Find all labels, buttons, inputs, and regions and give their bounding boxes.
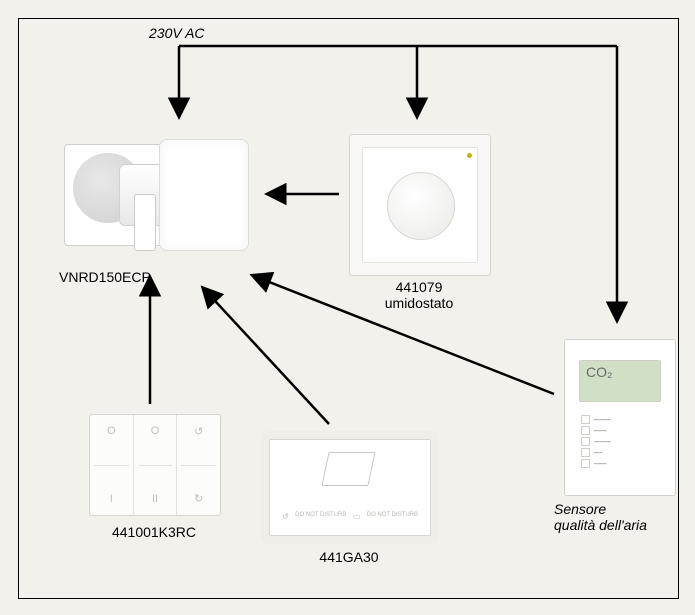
touch-icon-3: ▭ <box>353 512 361 521</box>
device-touch-panel: ↺ DO NOT DISTURB ▭ DO NOT DISTURB <box>269 439 431 536</box>
rocker-3: ↺ ↻ <box>177 415 220 515</box>
humidostat-label: 441079 umidostato <box>359 279 479 311</box>
co2-label-line1: Sensore <box>554 501 606 517</box>
ventilator-remote <box>134 194 156 251</box>
humidostat-label-line1: 441079 <box>396 279 443 295</box>
rocker-1: O I <box>90 415 134 515</box>
touch-card-icon <box>321 452 375 486</box>
ventilator-label: VNRD150ECP <box>59 269 179 285</box>
device-switch-3gang: O I O II ↺ ↻ <box>89 414 221 516</box>
touch-label: 441GA30 <box>269 549 429 565</box>
device-co2-sensor: CO₂ ━━━━ ━━━ ━━━━ ━━ ━━━ <box>564 339 676 496</box>
device-humidostat <box>349 134 491 276</box>
diagram-frame: 230V AC VNRD150ECP 441079 umidostato O I… <box>18 18 679 599</box>
rocker-3-top-icon: ↺ <box>177 425 220 438</box>
humidostat-label-line2: umidostato <box>385 295 453 311</box>
device-ventilator <box>64 134 254 254</box>
touch-icon-4: DO NOT DISTURB <box>367 512 418 521</box>
touch-icon-1: ↺ <box>282 512 289 521</box>
power-label: 230V AC <box>149 25 239 41</box>
switch3-label: 441001K3RC <box>89 524 219 540</box>
touch-bottom-icons: ↺ DO NOT DISTURB ▭ DO NOT DISTURB <box>282 512 418 521</box>
rocker-1-bottom-icon: I <box>90 493 133 505</box>
humidostat-dial <box>387 172 455 240</box>
ventilator-front-cover <box>159 139 249 251</box>
co2-label: Sensore qualità dell'aria <box>554 501 694 533</box>
touch-icon-2: DO NOT DISTURB <box>295 512 346 521</box>
humidostat-led-icon <box>467 153 472 158</box>
co2-indicator-rows: ━━━━ ━━━ ━━━━ ━━ ━━━ <box>581 414 659 469</box>
co2-label-line2: qualità dell'aria <box>554 517 647 533</box>
rocker-2: O II <box>134 415 178 515</box>
rocker-3-bottom-icon: ↻ <box>177 492 220 505</box>
rocker-1-top-icon: O <box>90 425 133 437</box>
rocker-2-top-icon: O <box>134 425 177 437</box>
co2-screen: CO₂ <box>579 360 661 402</box>
rocker-2-bottom-icon: II <box>134 493 177 505</box>
